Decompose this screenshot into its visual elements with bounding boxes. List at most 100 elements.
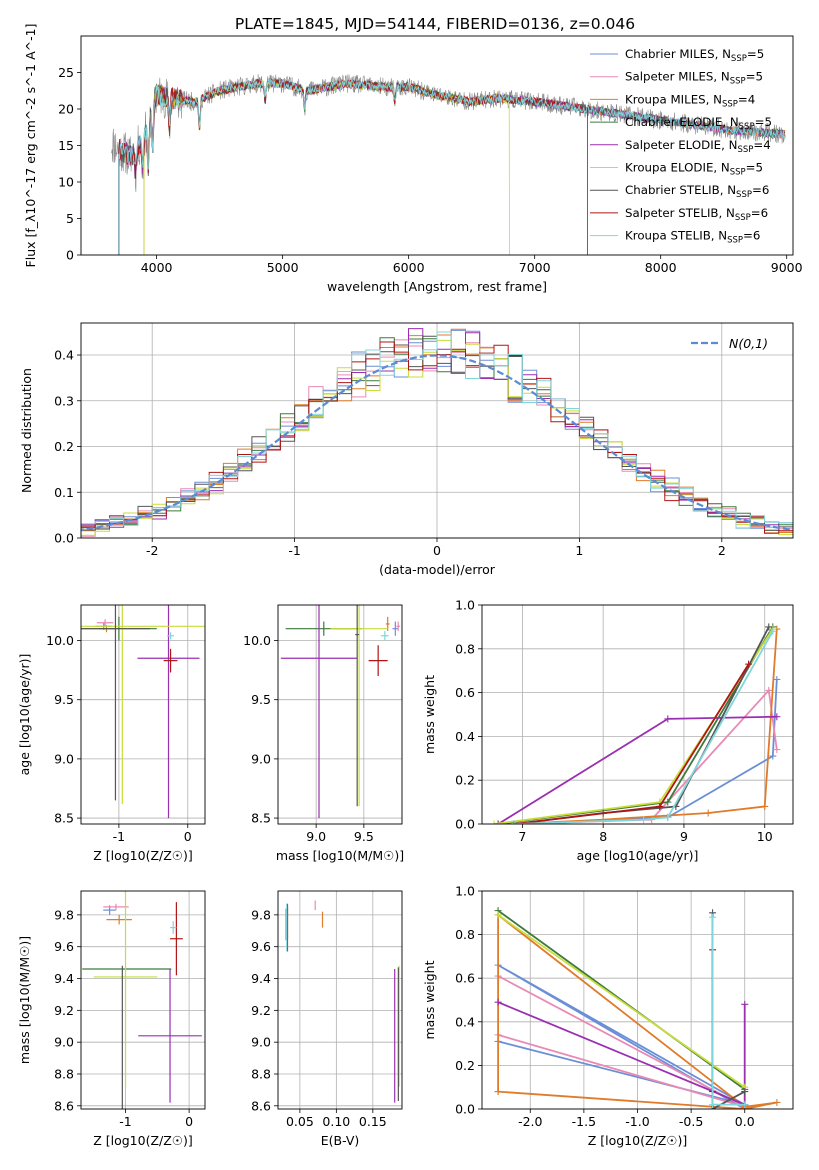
chart-mass-vs-ebv: 0.05 0.10 0.15 8.6 8.8 9.0 9.2 9.4 9.6 9.8 E(B-V) xyxy=(251,890,403,1148)
weight-marker xyxy=(741,1101,749,1109)
y-tick-label: 0.0 xyxy=(455,1102,475,1117)
weight-marker xyxy=(704,809,712,817)
x-tick-label: -1 xyxy=(113,829,125,844)
y-tick-label: 9.2 xyxy=(251,1003,271,1018)
weight-line xyxy=(497,914,746,1088)
weight-marker xyxy=(656,802,664,810)
weight-marker xyxy=(709,1101,717,1109)
x-tick-label: -1 xyxy=(288,543,300,558)
x-tick-label: -2 xyxy=(146,543,158,558)
chart-panels: 4000 5000 6000 7000 8000 90000510152025Chabri… xyxy=(17,24,803,1148)
y-tick-label: 9.6 xyxy=(251,939,271,954)
x-tick-label: 2 xyxy=(718,543,726,558)
legend-model-name: Kroupa STELIB, N xyxy=(625,229,727,243)
y-tick-label: 10.0 xyxy=(243,633,271,648)
weight-marker xyxy=(745,660,753,668)
legend-model-name: Chabrier ELODIE, N xyxy=(625,115,739,129)
y-axis-label: mass [log10(M/M☉)] xyxy=(17,936,32,1064)
weight-marker xyxy=(773,746,781,754)
weight-line xyxy=(514,629,778,824)
legend-nssp: =6 xyxy=(743,229,760,243)
weight-line xyxy=(514,626,770,824)
y-tick-label: 0.2 xyxy=(455,1058,475,1073)
weight-line xyxy=(497,909,746,1091)
y-tick-label: 10.0 xyxy=(46,633,74,648)
x-axis-label: (data-model)/error xyxy=(379,562,496,577)
legend-subscript: SSP xyxy=(735,213,751,223)
x-tick-label: -1.5 xyxy=(572,1114,596,1129)
weight-marker xyxy=(769,752,777,760)
y-tick-label: 0.4 xyxy=(54,348,74,363)
legend-nssp: =5 xyxy=(755,115,772,129)
axes-frame xyxy=(80,322,794,539)
axes-frame xyxy=(80,604,206,825)
legend-entry: Chabrier ELODIE, NSSP=5 xyxy=(625,115,772,132)
y-axis-label: mass weight xyxy=(422,675,437,754)
y-tick-label: 9.2 xyxy=(54,1003,74,1018)
chart-mass-weight-vs-age: 7 8 9 10 0.0 0.2 0.4 0.6 0.8 1.0 age [log10(age/yr… xyxy=(422,598,794,863)
legend-subscript: SSP xyxy=(730,77,746,87)
y-tick-label: 9.0 xyxy=(54,751,74,766)
x-tick-label: 0.10 xyxy=(322,1114,350,1129)
legend-nssp: =5 xyxy=(747,47,764,61)
x-tick-label: 9000 xyxy=(771,260,803,275)
weight-marker xyxy=(765,623,773,631)
legend-model-name: Chabrier STELIB, N xyxy=(625,183,736,197)
y-tick-label: 0.0 xyxy=(54,531,74,546)
y-tick-label: 9.6 xyxy=(54,939,74,954)
legend-nssp: =6 xyxy=(752,183,769,197)
weight-marker xyxy=(709,913,717,921)
weight-marker xyxy=(510,820,518,824)
weight-marker xyxy=(490,820,498,824)
weight-line xyxy=(514,630,774,824)
legend-nssp: =5 xyxy=(746,161,763,175)
x-tick-label: -0.5 xyxy=(679,1114,703,1129)
y-tick-label: 8.8 xyxy=(251,1066,271,1081)
axes-frame xyxy=(277,604,403,825)
weight-line xyxy=(514,679,778,824)
model-spectrum-line xyxy=(118,78,588,255)
weight-marker xyxy=(640,816,648,824)
legend-entry: Kroupa MILES, NSSP=4 xyxy=(625,92,755,109)
weight-marker xyxy=(494,820,502,824)
x-axis-label: Z [log10(Z/Z☉)] xyxy=(93,848,193,863)
chart-spectrum: 4000 5000 6000 7000 8000 9000 0 5 10 15 20 25 Chabri… xyxy=(23,24,803,294)
legend-entry: Chabrier STELIB, NSSP=6 xyxy=(625,183,769,200)
y-tick-label: 0.2 xyxy=(54,439,74,454)
y-tick-label: 0.6 xyxy=(455,685,475,700)
y-tick-label: 9.8 xyxy=(251,907,271,922)
x-axis-label: Z [log10(Z/Z☉)] xyxy=(588,1133,688,1148)
y-tick-label: 8.6 xyxy=(251,1098,271,1113)
axes-frame xyxy=(80,35,794,256)
weight-marker xyxy=(769,627,777,635)
y-tick-label: 0 xyxy=(66,248,74,263)
plot-area xyxy=(490,623,781,824)
y-axis-label: Flux [f_λ10^-17 erg cm^-2 s^-1 A^-1] xyxy=(23,24,38,268)
y-tick-label: 9.0 xyxy=(54,1035,74,1050)
weight-marker xyxy=(494,998,502,1006)
legend-model-name: Kroupa ELODIE, N xyxy=(625,161,730,175)
x-tick-label: 0.05 xyxy=(286,1114,314,1129)
y-tick-label: 1.0 xyxy=(455,598,475,613)
weight-line xyxy=(497,1001,746,1106)
x-tick-label: 9 xyxy=(680,829,688,844)
axes-frame xyxy=(481,890,794,1110)
weight-marker xyxy=(773,675,781,683)
x-tick-label: 6000 xyxy=(393,260,425,275)
y-tick-label: 15 xyxy=(58,138,74,153)
y-tick-label: 8.5 xyxy=(251,811,271,826)
x-axis-label: mass [log10(M/M☉)] xyxy=(276,848,404,863)
x-tick-label: 0.0 xyxy=(735,1114,755,1129)
plot-area xyxy=(81,605,205,819)
legend-nssp: =4 xyxy=(753,138,770,152)
weight-marker xyxy=(599,816,607,824)
legend-model-name: Salpeter MILES, N xyxy=(625,70,730,84)
x-tick-label: 9.5 xyxy=(354,829,374,844)
y-tick-label: 10 xyxy=(58,175,74,190)
x-tick-label: 0.15 xyxy=(359,1114,387,1129)
plot-area xyxy=(81,328,793,538)
y-tick-label: 9.4 xyxy=(54,971,74,986)
x-tick-label: 8000 xyxy=(645,260,677,275)
x-tick-label: 8 xyxy=(599,829,607,844)
